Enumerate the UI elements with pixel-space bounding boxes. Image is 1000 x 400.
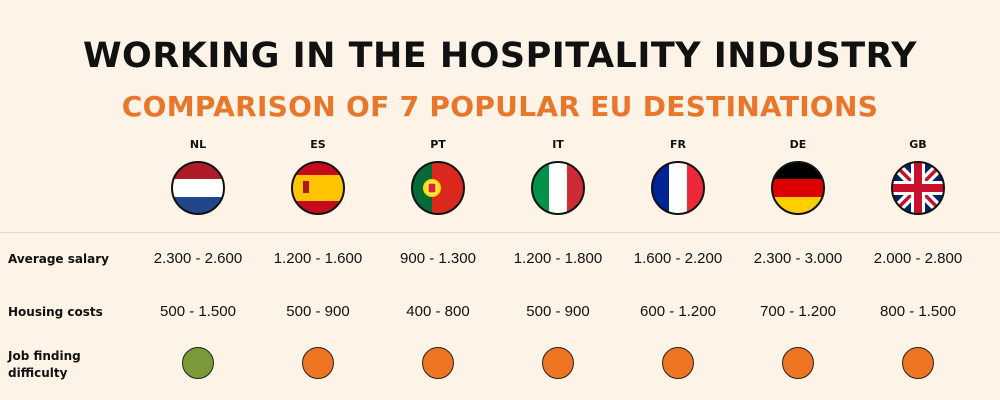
country-code-pt: PT (430, 138, 446, 151)
housing-cell-pt: 400 - 800 (406, 303, 470, 320)
row-label-average-salary: Average salary (8, 252, 109, 266)
row-label-line-1: Job finding (8, 349, 81, 363)
france-flag-icon (651, 161, 705, 215)
difficulty-dot-pt (422, 347, 454, 379)
salary-cell-fr: 1.600 - 2.200 (633, 250, 723, 267)
difficulty-dot-it (542, 347, 574, 379)
difficulty-dot-gb (902, 347, 934, 379)
difficulty-dot-es (302, 347, 334, 379)
country-code-de: DE (789, 138, 807, 151)
page-subtitle: COMPARISON OF 7 POPULAR EU DESTINATIONS (121, 90, 879, 123)
country-code-it: IT (552, 138, 564, 151)
housing-cell-es: 500 - 900 (286, 303, 350, 320)
page-title: WORKING IN THE HOSPITALITY INDUSTRY (82, 36, 918, 76)
salary-cell-gb: 2.000 - 2.800 (873, 250, 963, 267)
housing-cell-de: 700 - 1.200 (760, 303, 836, 320)
salary-cell-it: 1.200 - 1.800 (513, 250, 603, 267)
housing-cell-gb: 800 - 1.500 (880, 303, 956, 320)
italy-flag-icon (531, 161, 585, 215)
salary-cell-nl: 2.300 - 2.600 (153, 250, 243, 267)
salary-cell-pt: 900 - 1.300 (400, 250, 476, 267)
salary-cell-es: 1.200 - 1.600 (273, 250, 363, 267)
spain-flag-icon (291, 161, 345, 215)
row-label-housing-costs: Housing costs (8, 305, 103, 319)
difficulty-dot-de (782, 347, 814, 379)
row-label-job-finding-difficulty: Job finding difficulty (8, 348, 81, 382)
housing-cell-it: 500 - 900 (526, 303, 590, 320)
row-label-line-2: difficulty (8, 366, 68, 380)
header-divider (0, 232, 1000, 233)
country-code-nl: NL (189, 138, 207, 151)
portugal-flag-icon (411, 161, 465, 215)
country-code-gb: GB (909, 138, 927, 151)
difficulty-dot-nl (182, 347, 214, 379)
country-code-fr: FR (670, 138, 686, 151)
germany-flag-icon (771, 161, 825, 215)
salary-cell-de: 2.300 - 3.000 (753, 250, 843, 267)
united-kingdom-flag-icon (891, 161, 945, 215)
housing-cell-fr: 600 - 1.200 (640, 303, 716, 320)
country-code-es: ES (310, 138, 326, 151)
housing-cell-nl: 500 - 1.500 (160, 303, 236, 320)
netherlands-flag-icon (171, 161, 225, 215)
difficulty-dot-fr (662, 347, 694, 379)
